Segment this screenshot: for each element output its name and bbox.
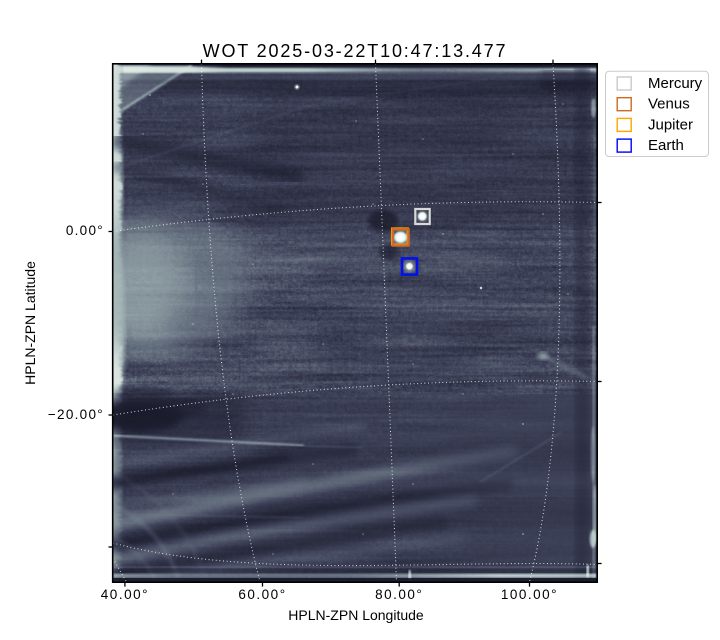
svg-text:100.00°: 100.00°: [501, 587, 558, 602]
svg-text:WOT 2025-03-22T10:47:13.477: WOT 2025-03-22T10:47:13.477: [203, 41, 508, 61]
svg-text:0.00°: 0.00°: [66, 223, 104, 238]
svg-text:Jupiter: Jupiter: [648, 116, 693, 133]
svg-text:Mercury: Mercury: [648, 75, 703, 92]
svg-text:80.00°: 80.00°: [375, 587, 423, 602]
svg-text:40.00°: 40.00°: [101, 587, 149, 602]
svg-text:−20.00°: −20.00°: [48, 407, 104, 422]
svg-text:Venus: Venus: [648, 96, 690, 113]
svg-text:60.00°: 60.00°: [238, 587, 286, 602]
svg-text:HPLN-ZPN Longitude: HPLN-ZPN Longitude: [288, 607, 424, 623]
svg-text:HPLN-ZPN Latitude: HPLN-ZPN Latitude: [22, 261, 38, 385]
svg-text:Earth: Earth: [648, 137, 684, 154]
